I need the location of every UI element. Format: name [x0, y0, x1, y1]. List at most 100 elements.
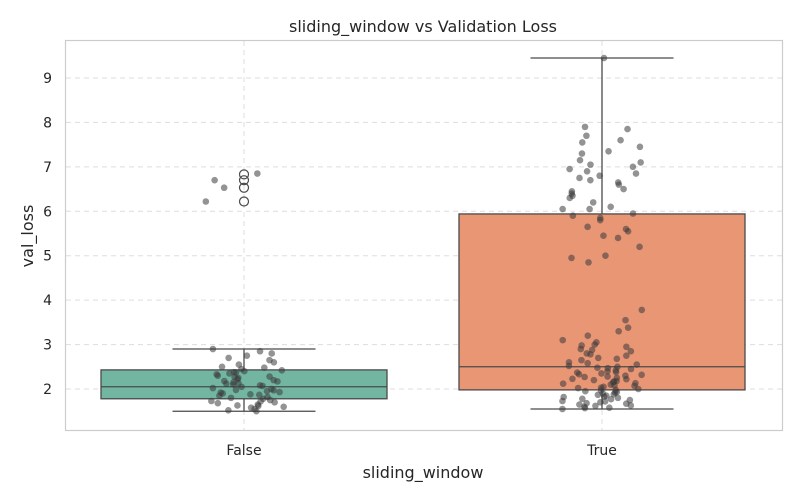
strip-point	[597, 384, 605, 391]
strip-point	[624, 125, 631, 133]
strip-point	[278, 367, 286, 374]
strip-point	[581, 123, 589, 131]
strip-point	[575, 371, 583, 378]
strip-point	[622, 316, 629, 324]
strip-point	[574, 384, 582, 392]
plot-frame	[64, 39, 784, 432]
strip-point	[235, 361, 243, 368]
strip-point	[209, 345, 217, 353]
x-tick-label: True	[586, 443, 617, 459]
strip-point	[627, 402, 635, 409]
strip-point	[594, 364, 601, 371]
strip-point	[622, 372, 629, 379]
strip-point	[232, 369, 240, 376]
strip-point	[559, 336, 567, 344]
strip-point	[211, 176, 218, 184]
y-tick-label: 4	[43, 293, 52, 309]
strip-point	[214, 399, 222, 407]
strip-point	[638, 371, 645, 379]
strip-point	[559, 380, 567, 387]
chart-title: sliding_window vs Validation Loss	[289, 17, 557, 37]
strip-point	[268, 350, 276, 357]
strip-point	[637, 159, 644, 166]
strip-point	[605, 147, 612, 155]
strip-point	[582, 387, 589, 395]
outlier-marker	[238, 169, 250, 180]
strip-point	[626, 396, 634, 404]
strip-point	[234, 402, 241, 409]
strip-point	[593, 339, 600, 346]
strip-point	[565, 359, 573, 366]
strip-point	[256, 347, 264, 355]
strip-point	[578, 139, 586, 146]
strip-point	[601, 398, 609, 405]
strip-point	[590, 376, 598, 384]
strip-point	[624, 324, 632, 331]
strip-point	[602, 252, 609, 260]
strip-point	[209, 384, 217, 392]
y-tick-label: 3	[43, 338, 52, 354]
strip-point	[614, 234, 622, 242]
strip-point	[622, 225, 630, 233]
strip-point	[569, 375, 576, 383]
outlier-marker	[238, 196, 250, 207]
strip-point	[243, 352, 251, 359]
strip-point	[276, 388, 283, 396]
strip-point	[266, 373, 273, 380]
strip-point	[568, 254, 575, 262]
strip-point	[586, 205, 593, 213]
strip-point	[614, 363, 621, 371]
strip-point	[612, 368, 620, 376]
strip-point	[596, 172, 603, 180]
strip-point	[636, 143, 644, 151]
strip-point	[627, 347, 635, 355]
strip-point	[213, 371, 220, 378]
strip-point	[638, 306, 646, 314]
strip-point	[576, 174, 583, 182]
strip-point	[581, 373, 588, 381]
strip-point	[221, 377, 228, 385]
strip-point	[583, 132, 590, 140]
y-tick-label: 2	[43, 382, 52, 398]
strip-point	[604, 373, 611, 380]
strip-point	[636, 243, 643, 251]
strip-point	[225, 407, 232, 414]
strip-point	[592, 402, 599, 410]
strip-point	[583, 399, 590, 407]
strip-point	[632, 379, 639, 387]
y-tick-label: 8	[43, 115, 52, 131]
strip-point	[235, 379, 242, 387]
strip-point	[596, 214, 604, 222]
strip-point	[208, 397, 215, 405]
strip-point	[576, 156, 584, 164]
strip-point	[587, 161, 594, 168]
strip-point	[594, 354, 602, 362]
outlier-marker	[238, 175, 250, 186]
strip-point	[600, 54, 608, 62]
strip-point	[566, 165, 573, 173]
strip-point	[264, 393, 271, 401]
strip-point	[600, 393, 608, 400]
strip-point	[584, 332, 592, 339]
strip-point	[629, 163, 637, 171]
strip-point	[569, 212, 577, 220]
strip-point	[613, 377, 620, 385]
strip-point	[588, 346, 596, 354]
strip-point	[260, 364, 268, 371]
strip-point	[227, 394, 235, 402]
strip-point	[627, 365, 635, 373]
strip-point	[559, 405, 566, 413]
y-tick-label: 6	[43, 204, 52, 220]
box-true	[458, 213, 746, 391]
outlier-marker	[238, 182, 250, 193]
strip-point	[623, 343, 630, 351]
strip-point	[220, 184, 228, 192]
strip-point	[247, 391, 254, 398]
strip-point	[583, 167, 591, 175]
strip-point	[225, 354, 232, 362]
strip-point	[607, 203, 614, 211]
y-tick-label: 9	[43, 71, 52, 87]
strip-point	[202, 198, 210, 205]
strip-point	[280, 403, 287, 411]
